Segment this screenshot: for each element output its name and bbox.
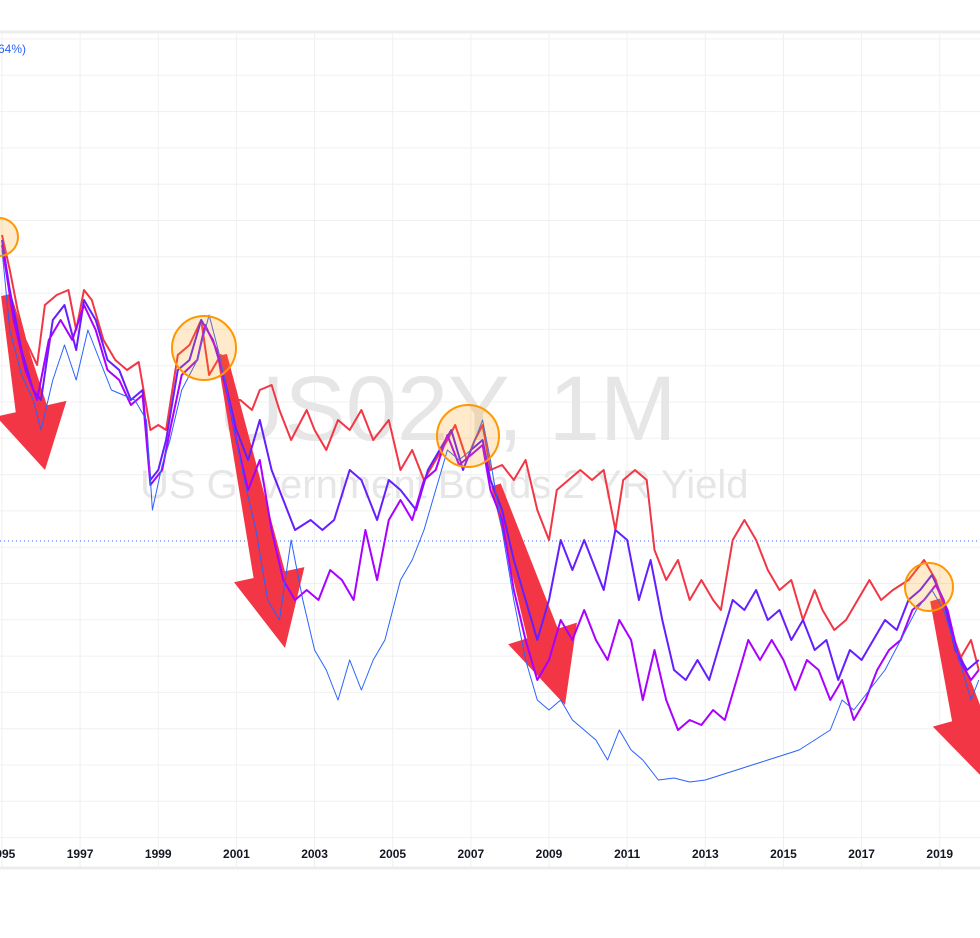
legend-value: 64%) — [0, 42, 27, 56]
watermark-symbol: US02Y, 1M — [218, 358, 677, 460]
down-arrow-drawing[interactable] — [0, 293, 67, 470]
circle-drawings[interactable] — [0, 217, 954, 612]
x-tick-label: 2003 — [301, 847, 328, 861]
grid — [0, 32, 980, 868]
x-tick-label: 2001 — [223, 847, 250, 861]
highlight-circle[interactable] — [904, 562, 954, 612]
x-tick-label: 2013 — [692, 847, 719, 861]
x-tick-label: 2009 — [536, 847, 563, 861]
down-arrow-drawing[interactable] — [930, 598, 980, 780]
watermark-description: US Government Bonds 2 YR Yield — [140, 463, 748, 507]
x-axis[interactable]: 1995 1997 1999 2001 2003 2005 2007 2009 2011 2013… — [0, 847, 953, 861]
highlight-circle[interactable] — [171, 315, 237, 381]
x-tick-label: 1997 — [67, 847, 94, 861]
x-tick-label: 2011 — [614, 847, 640, 861]
x-tick-label: 1995 — [0, 847, 16, 861]
series-line-purple — [1, 244, 980, 731]
x-tick-label: 1999 — [145, 847, 172, 861]
highlight-circle[interactable] — [436, 404, 500, 468]
down-arrow-drawing[interactable] — [491, 483, 577, 705]
x-tick-label: 2007 — [458, 847, 485, 861]
highlight-circle[interactable] — [0, 217, 19, 257]
x-tick-label: 2015 — [770, 847, 797, 861]
series-line-blue — [1, 249, 980, 783]
x-tick-label: 2019 — [926, 847, 953, 861]
x-tick-label: 2005 — [379, 847, 406, 861]
watermark: US02Y, 1M US Government Bonds 2 YR Yield — [140, 358, 748, 507]
x-tick-label: 2017 — [848, 847, 875, 861]
